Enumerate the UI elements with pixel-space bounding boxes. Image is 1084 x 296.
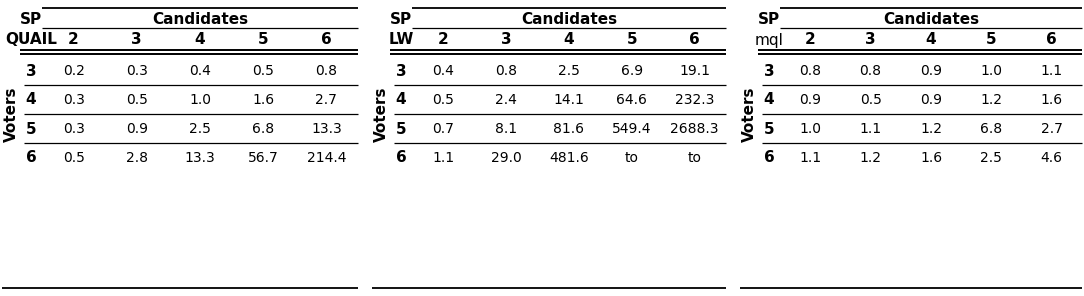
Text: 0.5: 0.5 xyxy=(253,64,274,78)
Text: 1.0: 1.0 xyxy=(980,64,1003,78)
Text: 0.3: 0.3 xyxy=(63,93,85,107)
Text: Candidates: Candidates xyxy=(521,12,617,28)
Text: 0.8: 0.8 xyxy=(860,64,881,78)
Text: 0.4: 0.4 xyxy=(189,64,211,78)
Text: Voters: Voters xyxy=(741,87,757,142)
Text: 6.8: 6.8 xyxy=(253,122,274,136)
Text: 0.8: 0.8 xyxy=(315,64,337,78)
Text: 56.7: 56.7 xyxy=(248,151,279,165)
Text: 6: 6 xyxy=(321,33,332,47)
Text: 2.5: 2.5 xyxy=(189,122,211,136)
Text: 5: 5 xyxy=(258,33,269,47)
Text: mql: mql xyxy=(754,33,784,47)
Text: 4: 4 xyxy=(764,92,774,107)
Text: 8.1: 8.1 xyxy=(495,122,517,136)
Text: 14.1: 14.1 xyxy=(554,93,584,107)
Text: 0.7: 0.7 xyxy=(433,122,454,136)
Text: 64.6: 64.6 xyxy=(617,93,647,107)
Text: 3: 3 xyxy=(764,64,774,78)
Text: 2: 2 xyxy=(804,33,815,47)
Text: 2.5: 2.5 xyxy=(980,151,1003,165)
Text: 19.1: 19.1 xyxy=(679,64,710,78)
Text: 4: 4 xyxy=(396,92,406,107)
Text: 0.9: 0.9 xyxy=(920,64,942,78)
Text: 81.6: 81.6 xyxy=(554,122,584,136)
Text: 0.3: 0.3 xyxy=(63,122,85,136)
Text: 0.2: 0.2 xyxy=(63,64,85,78)
Text: 3: 3 xyxy=(26,64,36,78)
Text: 4: 4 xyxy=(26,92,36,107)
Text: 0.5: 0.5 xyxy=(860,93,881,107)
Text: 4: 4 xyxy=(195,33,205,47)
Text: 1.2: 1.2 xyxy=(860,151,881,165)
Text: to: to xyxy=(624,151,638,165)
Text: 1.2: 1.2 xyxy=(920,122,942,136)
Text: 29.0: 29.0 xyxy=(491,151,521,165)
Text: 1.0: 1.0 xyxy=(189,93,211,107)
Text: 3: 3 xyxy=(865,33,876,47)
Text: 0.3: 0.3 xyxy=(126,64,147,78)
Text: 2.4: 2.4 xyxy=(495,93,517,107)
Text: 0.9: 0.9 xyxy=(799,93,822,107)
Text: 214.4: 214.4 xyxy=(307,151,346,165)
Text: 0.5: 0.5 xyxy=(126,93,147,107)
Text: 4: 4 xyxy=(926,33,937,47)
Text: Candidates: Candidates xyxy=(883,12,979,28)
Text: 2.5: 2.5 xyxy=(558,64,580,78)
Text: QUAIL: QUAIL xyxy=(5,33,57,47)
Text: 1.1: 1.1 xyxy=(433,151,454,165)
Text: 13.3: 13.3 xyxy=(311,122,341,136)
Text: 5: 5 xyxy=(764,121,774,136)
Text: 2.7: 2.7 xyxy=(315,93,337,107)
Text: 0.8: 0.8 xyxy=(495,64,517,78)
Text: LW: LW xyxy=(388,33,414,47)
Text: 0.8: 0.8 xyxy=(799,64,822,78)
Text: 2688.3: 2688.3 xyxy=(670,122,719,136)
Text: Voters: Voters xyxy=(374,87,388,142)
Text: 4.6: 4.6 xyxy=(1041,151,1062,165)
Text: 3: 3 xyxy=(396,64,406,78)
Text: 1.1: 1.1 xyxy=(860,122,881,136)
Text: 2: 2 xyxy=(438,33,449,47)
Text: Voters: Voters xyxy=(3,87,18,142)
Text: 1.6: 1.6 xyxy=(920,151,942,165)
Text: 4: 4 xyxy=(564,33,575,47)
Text: 0.9: 0.9 xyxy=(920,93,942,107)
Text: 6.8: 6.8 xyxy=(980,122,1003,136)
Text: 0.5: 0.5 xyxy=(433,93,454,107)
Text: 6: 6 xyxy=(1046,33,1057,47)
Text: 0.4: 0.4 xyxy=(433,64,454,78)
Text: 5: 5 xyxy=(26,121,36,136)
Text: 13.3: 13.3 xyxy=(184,151,216,165)
Text: 6: 6 xyxy=(26,150,37,165)
Text: 6: 6 xyxy=(689,33,700,47)
Text: 3: 3 xyxy=(501,33,512,47)
Text: 1.1: 1.1 xyxy=(1041,64,1063,78)
Text: 5: 5 xyxy=(627,33,637,47)
Text: 549.4: 549.4 xyxy=(612,122,651,136)
Text: 1.6: 1.6 xyxy=(253,93,274,107)
Text: 232.3: 232.3 xyxy=(675,93,714,107)
Text: 0.5: 0.5 xyxy=(63,151,85,165)
Text: 2.7: 2.7 xyxy=(1041,122,1062,136)
Text: Candidates: Candidates xyxy=(152,12,248,28)
Text: 1.1: 1.1 xyxy=(799,151,822,165)
Text: 3: 3 xyxy=(131,33,142,47)
Text: 6.9: 6.9 xyxy=(621,64,643,78)
Text: 1.2: 1.2 xyxy=(980,93,1003,107)
Text: 481.6: 481.6 xyxy=(550,151,589,165)
Text: 6: 6 xyxy=(396,150,406,165)
Text: 1.6: 1.6 xyxy=(1041,93,1063,107)
Text: 2: 2 xyxy=(68,33,79,47)
Text: 1.0: 1.0 xyxy=(799,122,822,136)
Text: 2.8: 2.8 xyxy=(126,151,147,165)
Text: 0.9: 0.9 xyxy=(126,122,147,136)
Text: 5: 5 xyxy=(986,33,996,47)
Text: SP: SP xyxy=(390,12,412,28)
Text: SP: SP xyxy=(20,12,42,28)
Text: 6: 6 xyxy=(763,150,774,165)
Text: SP: SP xyxy=(758,12,780,28)
Text: 5: 5 xyxy=(396,121,406,136)
Text: to: to xyxy=(687,151,701,165)
